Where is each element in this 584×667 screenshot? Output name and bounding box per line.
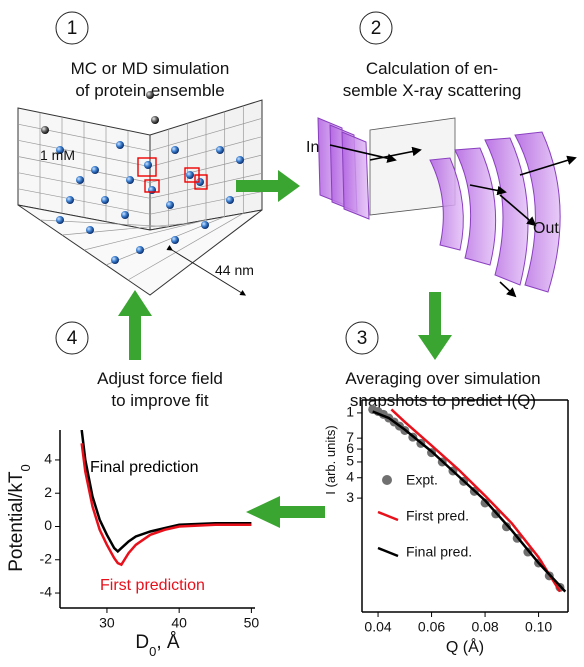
legend-marker [382,475,392,485]
protein [111,256,119,264]
scene-label: Out [533,220,559,237]
y-tick-label: 4 [44,451,52,467]
x-tick-label: 0.04 [364,619,391,635]
y-tick-label: -4 [40,584,53,600]
beam-arrow [500,282,515,296]
flow-arrow [118,290,152,360]
protein [66,196,74,204]
x-axis-label: Q (Å) [446,637,484,656]
scattering-scene: In Out [306,118,575,296]
y-tick-label: 4 [346,468,354,484]
y-tick-label: 1 [346,404,354,420]
protein [186,171,194,179]
legend-label: First pred. [406,508,469,524]
y-axis-label: Potential/kT0 [6,464,33,572]
label-part: I (arb. units) [323,425,338,494]
step-number: 4 [67,328,78,349]
step-number: 3 [357,328,368,349]
protein [56,216,64,224]
label-part: D [135,632,149,653]
legend-marker [378,512,398,520]
protein [136,246,144,254]
series-line [82,430,252,551]
y-tick-label: 2 [44,484,52,500]
plot-area [82,430,252,551]
protein [116,141,124,149]
protein [76,176,84,184]
protein [171,236,179,244]
step-text: MC or MD simulation [71,59,230,78]
protein [216,146,224,154]
legend-label: Expt. [406,472,438,488]
step-number: 2 [371,18,382,39]
protein [101,196,109,204]
protein [86,226,94,234]
step-text: to improve fit [111,391,209,410]
step-number: 1 [67,18,78,39]
y-tick-label: 0 [44,517,52,533]
plot-area [368,405,564,592]
x-tick-label: 40 [171,615,187,631]
protein [91,166,99,174]
label-part: , Å [156,632,180,653]
legend-label: Final pred. [406,544,472,560]
legend-label: First prediction [100,577,205,594]
label-part: Potential/kT [6,471,27,572]
step-text: Adjust force field [97,369,223,388]
protein [121,211,129,219]
legend-marker [378,548,398,556]
legend-label: Final prediction [90,459,199,476]
scene-label: In [306,139,319,156]
x-axis-label: D0, Å [135,632,180,659]
label-sub: 0 [149,644,156,659]
step-1: 1 MC or MD simulation of protein ensembl… [56,12,229,100]
protein [146,91,154,99]
y-tick-label: -2 [40,550,53,566]
protein [171,146,179,154]
protein [41,126,49,134]
step-2: 2 Calculation of en- semble X-ray scatte… [343,12,522,100]
x-tick-label: 0.08 [471,619,498,635]
protein [166,201,174,209]
figure: 1 MC or MD simulation of protein ensembl… [0,0,584,662]
label-part: Q (Å) [446,637,484,656]
step-text: semble X-ray scattering [343,81,522,100]
flow-arrow [418,292,452,360]
protein [201,221,209,229]
protein [226,196,234,204]
x-tick-label: 50 [244,615,260,631]
x-tick-label: 30 [99,615,115,631]
label-sub: 0 [18,464,33,471]
protein [236,156,244,164]
protein [151,116,159,124]
protein [144,161,152,169]
y-tick-label: 5 [346,453,354,469]
wave-sheet [342,132,369,219]
step-text: Calculation of en- [366,59,498,78]
protein [126,176,134,184]
x-tick-label: 0.10 [525,619,552,635]
flow-arrow [246,496,325,528]
step-text: Averaging over simulation [345,369,540,388]
y-axis-label: I (arb. units) [323,425,338,494]
x-tick-label: 0.06 [418,619,445,635]
scene-label: 1 mM [40,147,75,163]
protein [148,186,156,194]
scene-label: 44 nm [215,262,254,278]
y-tick-label: 3 [346,489,354,505]
